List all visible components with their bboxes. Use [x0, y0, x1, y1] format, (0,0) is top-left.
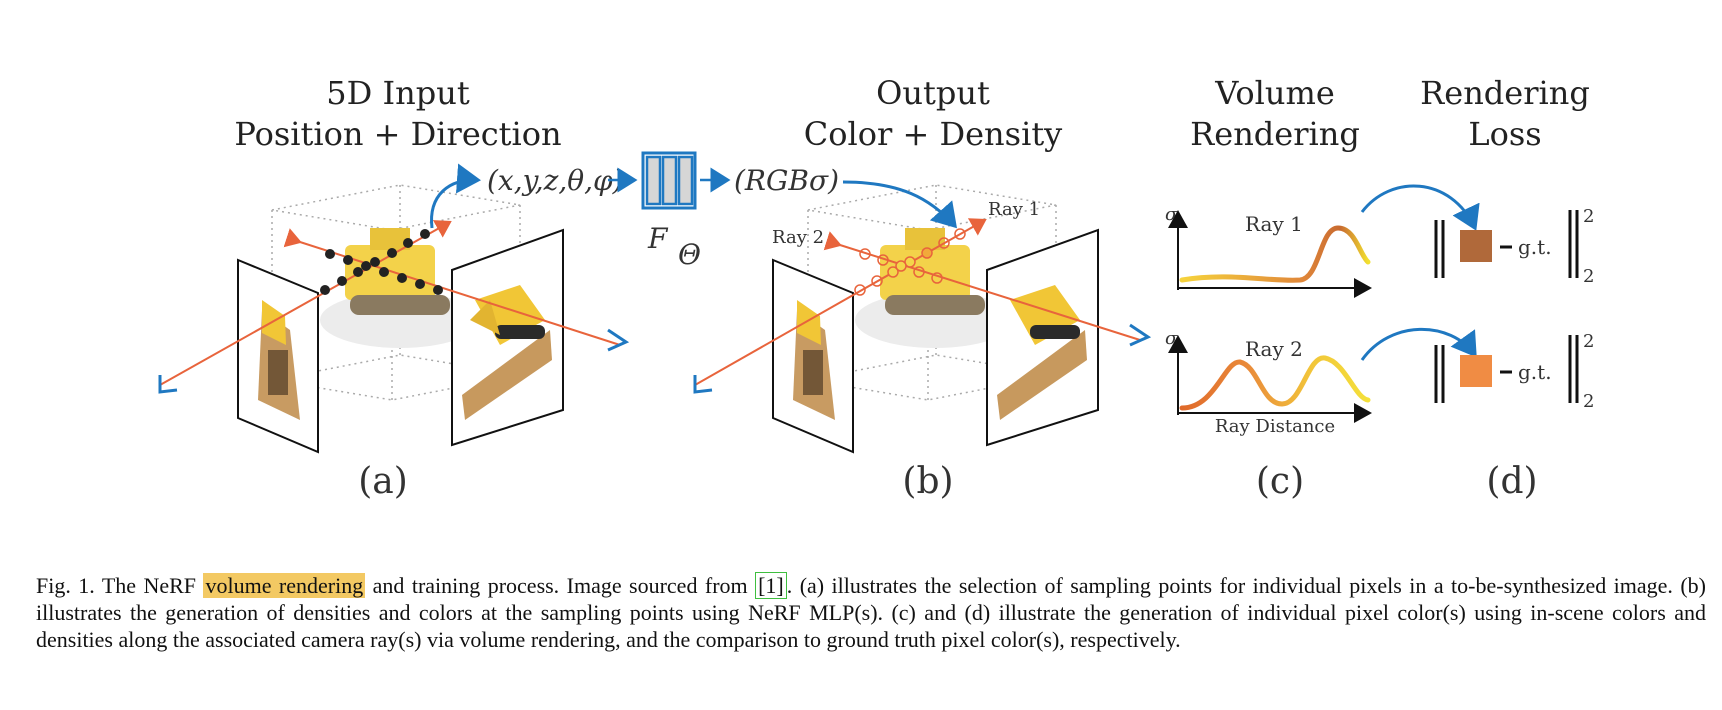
- x-axis-label: Ray Distance: [1215, 416, 1335, 437]
- camera-arrow-right-icon: [607, 328, 630, 352]
- panel-a-label: (a): [358, 461, 408, 502]
- caption-rest: . (a) illustrates the selection of sampl…: [36, 573, 1706, 652]
- camera-arrow-left-icon: [158, 375, 178, 394]
- panel-b-scene: [693, 180, 1152, 454]
- ray2-density-plot: [1168, 335, 1372, 423]
- network-label: F: [647, 222, 669, 255]
- figure-caption: Fig. 1. The NeRF volume rendering and tr…: [36, 572, 1706, 653]
- output-tuple: (RGBσ): [734, 164, 839, 197]
- camera-arrow-left-b-icon: [693, 375, 713, 394]
- loss-row-2: g.t. 2 2: [1434, 331, 1594, 412]
- loss-gt-2: g.t.: [1518, 360, 1552, 384]
- citation-link[interactable]: [1]: [755, 572, 787, 599]
- panel-b-header-line2: Color + Density: [804, 115, 1063, 153]
- panel-d-header-line2: Loss: [1468, 115, 1541, 153]
- loss-sub-2: 2: [1583, 391, 1594, 412]
- caption-prefix: Fig. 1. The NeRF: [36, 573, 204, 598]
- left-image-content-b: [793, 300, 835, 420]
- panel-d-label: (d): [1486, 461, 1537, 502]
- camera-arrow-right-b-icon: [1129, 323, 1152, 347]
- panel-b-header-line1: Output: [876, 74, 990, 112]
- panel-c-header-line1: Volume: [1214, 74, 1335, 112]
- panel-c-header-line2: Rendering: [1190, 115, 1360, 153]
- network-subscript: Θ: [678, 238, 701, 271]
- plot-ray1-label: Ray 1: [1245, 212, 1303, 236]
- loss-sup-2: 2: [1583, 331, 1594, 352]
- bulldozer-scene-image: [320, 228, 480, 348]
- ray1-density-plot: [1168, 210, 1372, 298]
- ray1-label: Ray 1: [988, 199, 1040, 220]
- ray2-sigma-label: σ: [1165, 328, 1178, 349]
- nerf-figure: 5D Input Position + Direction Output Col…: [158, 74, 1594, 502]
- loss-row-1: g.t. 2 2: [1434, 206, 1594, 287]
- loss-gt-1: g.t.: [1518, 235, 1552, 259]
- sample-points: [320, 229, 443, 295]
- left-image-content: [258, 300, 300, 420]
- panel-a-scene: [158, 163, 630, 454]
- plot-ray2-label: Ray 2: [1245, 337, 1303, 361]
- caption-mid: and training process. Image sourced from: [365, 573, 756, 598]
- ray1-sigma-label: σ: [1165, 204, 1178, 225]
- ray2-label: Ray 2: [772, 227, 824, 248]
- sample-points-colored: [854, 228, 966, 296]
- loss-sub-1: 2: [1583, 266, 1594, 287]
- panel-a-header-line1: 5D Input: [326, 74, 470, 112]
- right-image-content: [462, 285, 552, 420]
- panel-b-label: (b): [902, 461, 953, 502]
- right-image-content-b: [997, 285, 1087, 420]
- panel-c-label: (c): [1256, 461, 1304, 502]
- mlp-network-icon: [641, 151, 697, 210]
- rendered-pixel-swatch-2: [1460, 355, 1492, 387]
- loss-sup-1: 2: [1583, 206, 1594, 227]
- input-tuple: (x,y,z,θ,φ): [487, 164, 624, 197]
- caption-highlight: volume rendering: [203, 573, 366, 598]
- panel-a-header-line2: Position + Direction: [234, 115, 561, 153]
- panel-d-header-line1: Rendering: [1420, 74, 1590, 112]
- rendered-pixel-swatch-1: [1460, 230, 1492, 262]
